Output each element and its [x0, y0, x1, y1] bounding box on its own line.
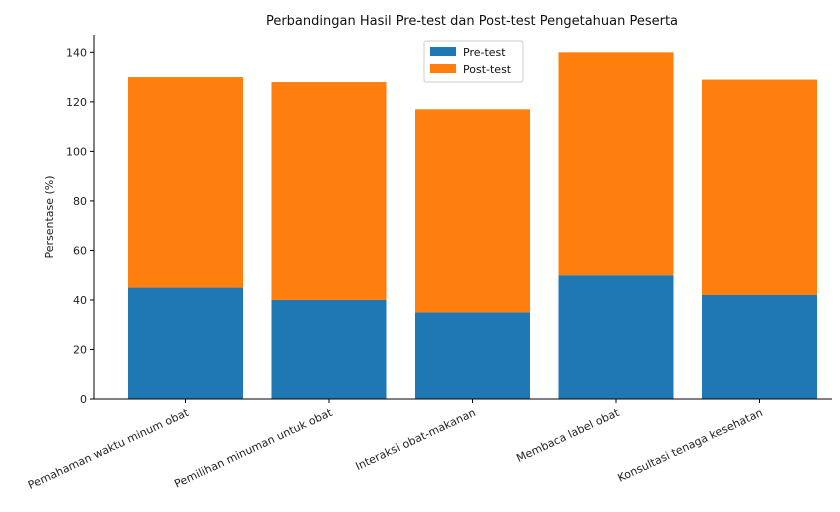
legend-label-0: Pre-test	[463, 46, 506, 59]
y-tick-label: 20	[73, 343, 87, 356]
y-tick-label: 40	[73, 294, 87, 307]
bar-posttest-2	[415, 109, 530, 313]
legend-label-1: Post-test	[463, 63, 512, 76]
chart-title: Perbandingan Hasil Pre-test dan Post-tes…	[266, 14, 678, 29]
bars-group	[128, 52, 817, 399]
bar-pretest-4	[702, 295, 817, 399]
legend-swatch-0	[430, 47, 456, 56]
y-axis-label: Persentase (%)	[43, 175, 56, 258]
bar-pretest-3	[558, 275, 674, 399]
x-tick-label: Interaksi obat-makanan	[354, 406, 478, 473]
y-tick-label: 120	[66, 96, 87, 109]
y-tick-label: 80	[73, 195, 87, 208]
y-tick-label: 60	[73, 244, 87, 257]
x-tick-label: Membaca label obat	[514, 406, 621, 465]
y-tick-label: 0	[80, 393, 87, 406]
x-tick-label: Pemahaman waktu minum obat	[26, 406, 191, 492]
legend-swatch-1	[430, 64, 456, 73]
bar-pretest-1	[271, 299, 387, 399]
x-tick-label: Pemilihan minuman untuk obat	[172, 406, 335, 491]
bar-pretest-2	[415, 312, 530, 399]
bar-posttest-0	[128, 77, 243, 288]
y-axis: 0 20 40 60 80 100 120 140	[66, 35, 95, 406]
x-tick-label: Konsultasi tenaga kesehatan	[616, 406, 765, 485]
bar-pretest-0	[128, 287, 243, 399]
legend: Pre-test Post-test	[423, 40, 524, 83]
bar-posttest-1	[271, 82, 387, 300]
y-tick-label: 100	[66, 145, 87, 158]
bar-posttest-4	[702, 79, 817, 295]
bar-posttest-3	[558, 52, 674, 276]
y-tick-label: 140	[66, 46, 87, 59]
